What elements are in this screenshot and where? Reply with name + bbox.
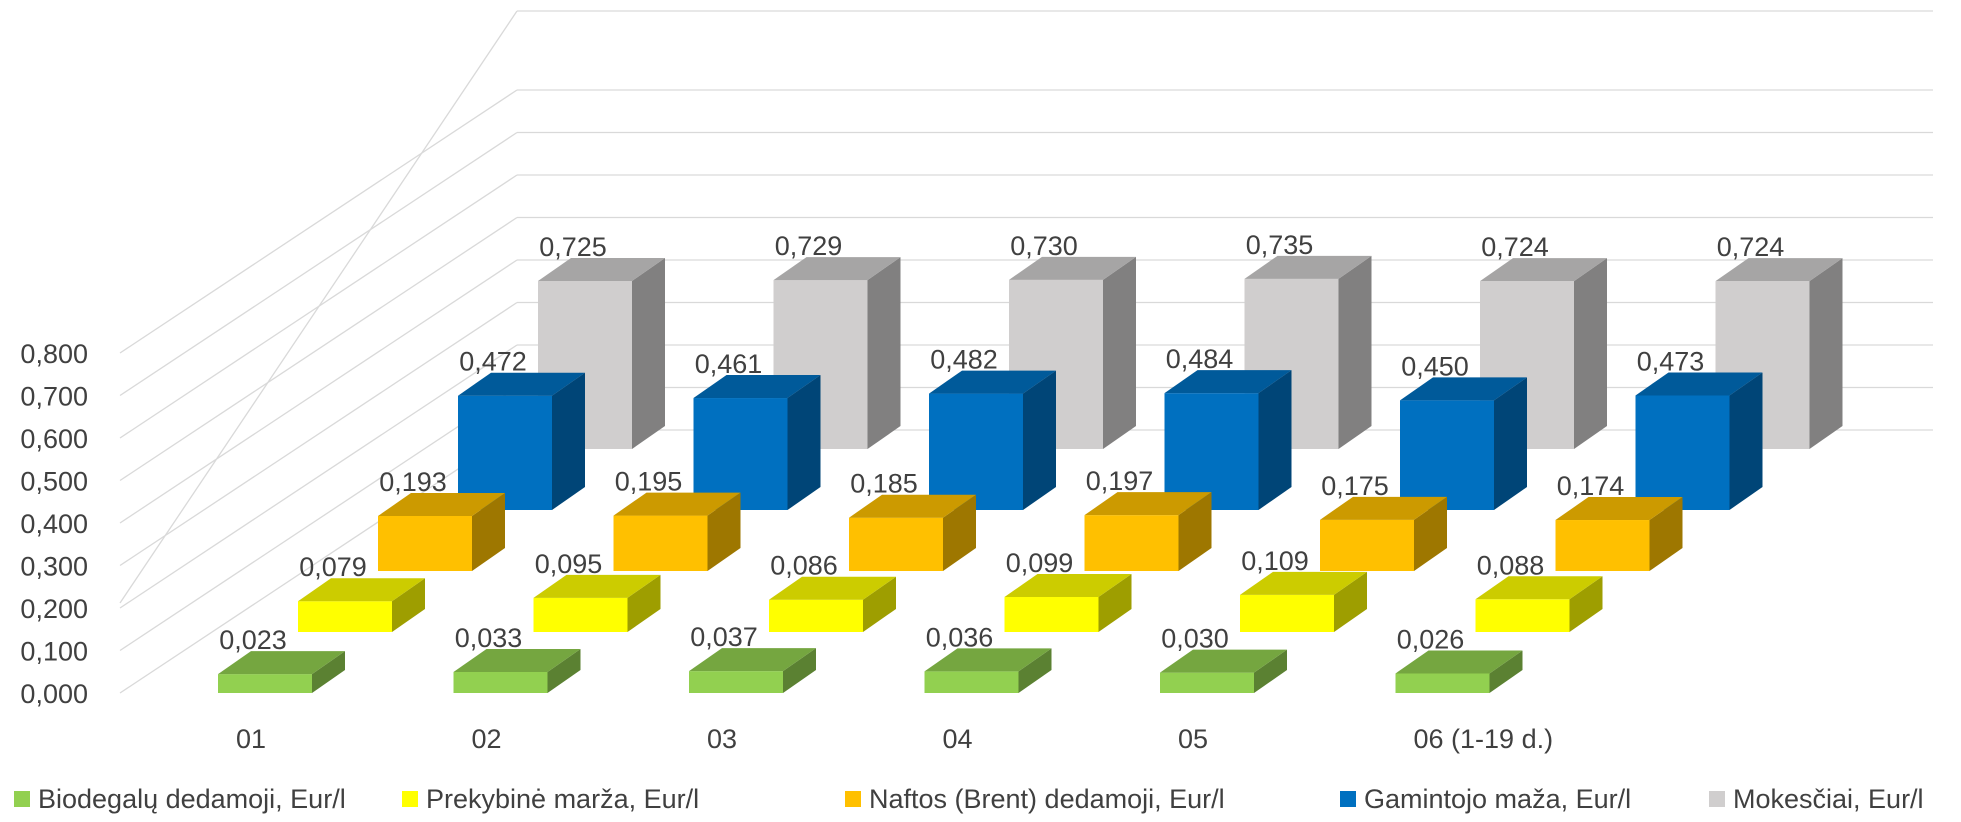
gridline-side-7 xyxy=(119,131,518,397)
legend-layer: Biodegalų dedamoji, Eur/l Prekybinė marža… xyxy=(14,784,1924,814)
bar-3-4 xyxy=(1084,492,1212,571)
bar-2-6 xyxy=(1475,576,1603,632)
bar-1-4 xyxy=(924,648,1052,693)
data-label-4-5: 0,450 xyxy=(1401,351,1469,381)
data-label-2-2: 0,095 xyxy=(535,549,603,579)
legend-label-4: Gamintojo maža, Eur/l xyxy=(1364,784,1631,814)
x-tick-label: 03 xyxy=(707,724,737,754)
data-label-3-3: 0,185 xyxy=(850,469,918,499)
data-label-3-6: 0,174 xyxy=(1557,471,1625,501)
y-tick-label: 0,100 xyxy=(20,637,88,667)
legend-swatch-2 xyxy=(402,791,418,807)
data-label-4-1: 0,472 xyxy=(459,347,527,377)
gridline-side-2 xyxy=(119,344,518,609)
bar-1-6 xyxy=(1395,650,1523,693)
gridline-side-3 xyxy=(119,301,518,567)
y-tick-label: 0,200 xyxy=(20,594,88,624)
data-label-1-5: 0,030 xyxy=(1161,624,1229,654)
x-tick-label: 04 xyxy=(943,724,973,754)
bar-5-5 xyxy=(1480,258,1607,449)
x-tick-label: 06 (1-19 d.) xyxy=(1414,724,1554,754)
data-label-4-4: 0,484 xyxy=(1166,344,1234,374)
bar-4-3 xyxy=(929,370,1056,510)
y-tick-label: 0,700 xyxy=(20,382,88,412)
data-label-4-3: 0,482 xyxy=(930,345,998,375)
y-tick-label: 0,600 xyxy=(20,424,88,454)
bar-4-2 xyxy=(693,375,821,510)
data-label-3-4: 0,197 xyxy=(1086,466,1154,496)
data-label-1-1: 0,023 xyxy=(219,625,287,655)
bar-2-1 xyxy=(298,578,425,632)
data-label-1-3: 0,037 xyxy=(690,622,758,652)
legend-label-3: Naftos (Brent) dedamoji, Eur/l xyxy=(869,784,1225,814)
gridline-side-top xyxy=(119,10,518,604)
data-label-5-4: 0,735 xyxy=(1246,230,1314,260)
bar-3-1 xyxy=(378,492,505,571)
data-label-5-3: 0,730 xyxy=(1010,231,1078,261)
bar-2-5 xyxy=(1240,571,1367,632)
legend-label-1: Biodegalų dedamoji, Eur/l xyxy=(38,784,346,814)
data-label-3-2: 0,195 xyxy=(615,467,683,497)
y-tick-label: 0,500 xyxy=(20,467,88,497)
bars-layer xyxy=(218,255,1843,693)
y-tick-label: 0,300 xyxy=(20,552,88,582)
bar-2-3 xyxy=(769,576,896,632)
data-label-2-5: 0,109 xyxy=(1241,546,1309,576)
gridline-side-0 xyxy=(119,429,518,694)
data-label-5-6: 0,724 xyxy=(1717,232,1785,262)
legend-swatch-1 xyxy=(14,791,30,807)
data-label-2-4: 0,099 xyxy=(1006,548,1074,578)
bar-4-4 xyxy=(1164,370,1292,510)
y-tick-label: 0,000 xyxy=(20,679,88,709)
data-label-2-3: 0,086 xyxy=(770,551,838,581)
gridline-side-4 xyxy=(119,259,518,524)
gridline-side-1 xyxy=(119,386,518,652)
axis-layer: 0,000 0,100 0,200 0,300 0,400 0,500 0,600 0,700… xyxy=(20,339,1553,754)
bar-3-6 xyxy=(1555,497,1683,571)
labels-layer: 0,725 0,729 0,730 0,735 0,724 0,724 0,472 0,461… xyxy=(219,230,1784,655)
bar-2-2 xyxy=(533,574,661,632)
bar-2-4 xyxy=(1004,573,1132,632)
data-label-1-6: 0,026 xyxy=(1397,624,1465,654)
bar-4-6 xyxy=(1635,372,1763,510)
legend-swatch-3 xyxy=(845,791,861,807)
x-tick-label: 05 xyxy=(1178,724,1208,754)
gridline-side-5 xyxy=(119,216,518,482)
bar-3-3 xyxy=(849,494,976,571)
legend-swatch-5 xyxy=(1709,791,1725,807)
legend-label-2: Prekybinė marža, Eur/l xyxy=(426,784,699,814)
data-label-3-1: 0,193 xyxy=(379,467,447,497)
legend-swatch-4 xyxy=(1340,791,1356,807)
grid-layer xyxy=(119,10,1933,694)
y-tick-label: 0,800 xyxy=(20,339,88,369)
bar-4-1 xyxy=(458,372,585,510)
bar-1-3 xyxy=(689,648,816,693)
legend-label-5: Mokesčiai, Eur/l xyxy=(1733,784,1924,814)
bar-4-5 xyxy=(1400,377,1527,510)
bar-1-2 xyxy=(453,648,581,693)
x-tick-label: 01 xyxy=(236,724,266,754)
bar-3-2 xyxy=(613,492,741,571)
x-tick-label: 02 xyxy=(472,724,502,754)
y-tick-label: 0,400 xyxy=(20,509,88,539)
data-label-4-6: 0,473 xyxy=(1637,346,1705,376)
data-label-1-2: 0,033 xyxy=(455,623,523,653)
data-label-2-6: 0,088 xyxy=(1477,550,1545,580)
data-label-1-4: 0,036 xyxy=(926,622,994,652)
bar-1-5 xyxy=(1160,649,1287,693)
data-label-5-1: 0,725 xyxy=(539,232,607,262)
data-label-4-2: 0,461 xyxy=(695,349,763,379)
bar-3-5 xyxy=(1320,496,1447,571)
bar-1-1 xyxy=(218,651,345,693)
data-label-3-5: 0,175 xyxy=(1321,471,1389,501)
data-label-5-5: 0,724 xyxy=(1481,232,1549,262)
data-label-5-2: 0,729 xyxy=(775,231,843,261)
data-label-2-1: 0,079 xyxy=(299,552,367,582)
gridline-side-8 xyxy=(119,89,518,354)
